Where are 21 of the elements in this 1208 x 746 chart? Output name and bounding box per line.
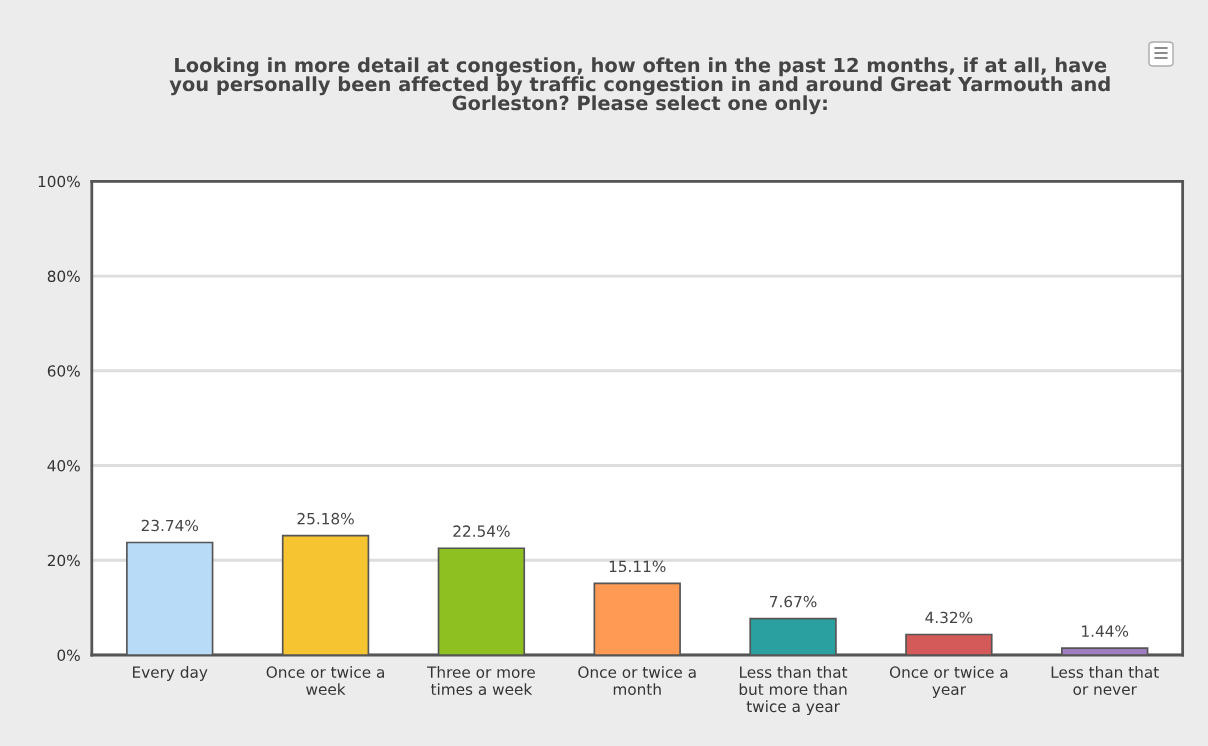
data-label: 23.74% <box>141 519 199 532</box>
data-label: 25.18% <box>297 512 354 525</box>
y-tick-label: 60% <box>47 365 80 377</box>
chart-title: Looking in more detail at congestion, how often in the past 12 months, if at all, have you personally been affected by traffic congestion in and around Great Yarmouth and Gorleston? Please select one only: <box>169 57 1110 115</box>
x-tick-label: Once or twice a month <box>578 666 696 696</box>
x-tick-label: Once or twice a year <box>889 666 1008 698</box>
data-label: 7.67% <box>770 595 817 608</box>
data-label: 15.11% <box>609 560 666 573</box>
y-tick-label: 40% <box>47 459 80 472</box>
data-label: 1.44% <box>1082 625 1129 637</box>
y-tick-label: 20% <box>47 554 80 567</box>
data-label: 4.32% <box>925 611 973 624</box>
x-tick-label: Once or twice a week <box>266 666 384 696</box>
x-tick-label: Less than that or never <box>1051 666 1159 696</box>
x-tick-label: Less than that but more than twice a year <box>739 666 848 716</box>
y-tick-label: 80% <box>47 270 80 283</box>
x-tick-label: Three or more times a week <box>427 666 535 696</box>
data-label: 22.54% <box>453 525 510 537</box>
y-tick-label: 100% <box>38 175 80 188</box>
x-tick-label: Every day <box>133 666 208 681</box>
y-tick-label: 0% <box>57 649 80 662</box>
